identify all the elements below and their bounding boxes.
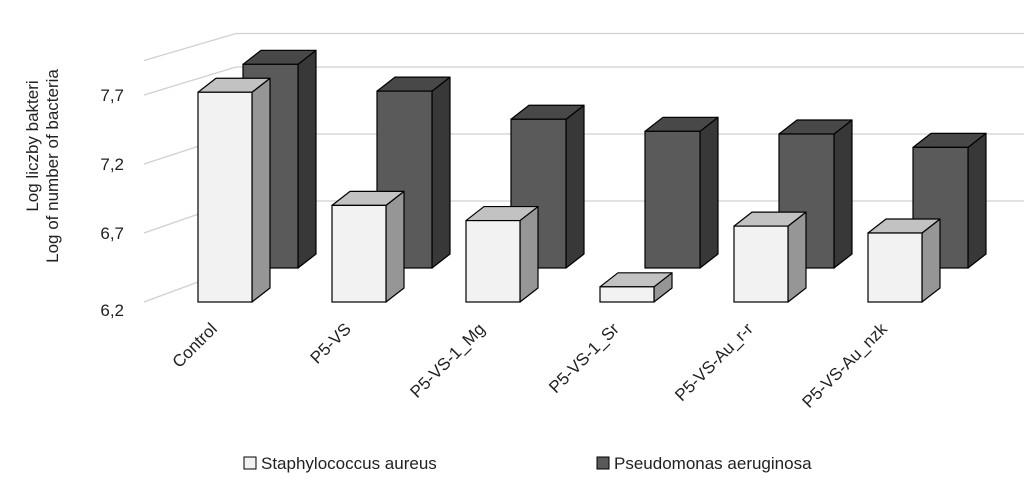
bar-staphylococcus — [599, 272, 673, 303]
x-tick-label: P5-VS-1_Sr — [545, 319, 623, 397]
bar-pseudomonas-side — [565, 104, 585, 269]
gridline-diagonal — [143, 66, 237, 96]
bar-staphylococcus-front — [197, 91, 253, 303]
bar-staphylococcus-side — [519, 205, 539, 303]
bar-staphylococcus-front — [331, 204, 387, 303]
y-tick-label: 6,7 — [100, 224, 124, 243]
bar-staphylococcus — [867, 218, 941, 303]
legend-swatch-staphylococcus — [243, 456, 257, 470]
y-tick-label: 7,7 — [100, 86, 124, 105]
legend: Staphylococcus aureus Pseudomonas aerugi… — [243, 454, 812, 473]
bar-staphylococcus-front — [465, 219, 521, 303]
y-tick-label: 6,2 — [100, 301, 124, 320]
gridline-diagonal — [143, 32, 237, 62]
x-tick-label: P5-VS-Au_r-r — [671, 319, 757, 405]
back-series-bars — [242, 49, 987, 269]
bar-pseudomonas-side — [431, 76, 451, 269]
bar-staphylococcus-side — [787, 211, 807, 303]
bar-pseudomonas-side — [297, 49, 317, 269]
bar-staphylococcus-side — [385, 190, 405, 303]
bar-staphylococcus-front — [599, 286, 655, 303]
x-tick-label: P5-VS-1_Mg — [407, 319, 489, 401]
bar-staphylococcus — [331, 190, 405, 303]
bar-pseudomonas-side — [833, 119, 853, 269]
bar-staphylococcus-front — [867, 232, 923, 303]
x-tick-labels: Control P5-VS P5-VS-1_Mg P5-VS-1_Sr P5-V… — [169, 319, 892, 412]
bar-staphylococcus-front — [733, 225, 789, 303]
bar-pseudomonas-side — [699, 116, 719, 269]
bar-pseudomonas — [644, 116, 719, 269]
y-tick-labels: 6,2 6,7 7,2 7,7 — [100, 86, 124, 320]
x-tick-label: Control — [169, 319, 221, 371]
y-axis-label: Log liczby bakteri Log of number of bact… — [23, 69, 62, 263]
y-axis-label-line1: Log liczby bakteri — [23, 80, 42, 211]
legend-label-staphylococcus: Staphylococcus aureus — [261, 454, 437, 473]
front-series-bars — [197, 77, 941, 303]
bar-pseudomonas-side — [967, 132, 987, 269]
bar-staphylococcus — [465, 205, 539, 303]
legend-label-pseudomonas: Pseudomonas aeruginosa — [614, 454, 812, 473]
bar-staphylococcus — [733, 211, 807, 303]
bar-staphylococcus-side — [251, 77, 271, 303]
y-tick-label: 7,2 — [100, 155, 124, 174]
x-tick-label: P5-VS — [307, 319, 355, 367]
legend-swatch-pseudomonas — [596, 456, 610, 470]
x-tick-label: P5-VS-Au_nzk — [799, 319, 892, 412]
bar-staphylococcus — [197, 77, 271, 303]
bar-pseudomonas — [912, 132, 987, 269]
y-axis-label-line2: Log of number of bacteria — [43, 69, 62, 263]
bar-pseudomonas-front — [644, 130, 701, 269]
